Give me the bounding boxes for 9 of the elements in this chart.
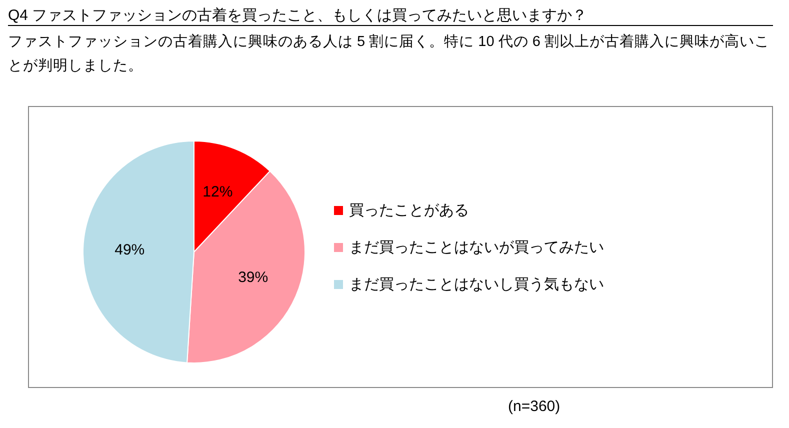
- data-label: 12%: [202, 184, 233, 201]
- legend-label: 買ったことがある: [349, 200, 469, 220]
- data-label: 39%: [238, 269, 268, 286]
- legend-label: まだ買ったことはないが買ってみたい: [349, 238, 604, 256]
- legend-label: まだ買ったことはないし買う気もない: [349, 274, 604, 294]
- chart-title: Q4 ファストファッションの古着を買ったこと、もしくは買ってみたいと思いますか？: [8, 6, 773, 26]
- text: (n=360): [508, 398, 560, 415]
- chart-subtitle: ファストファッションの古着購入に興味のある人は 5 割に届く。特に 10 代の 6 割以上が古着購入に興味が高いことが判明しました。: [8, 32, 770, 76]
- data-label: 49%: [114, 241, 145, 258]
